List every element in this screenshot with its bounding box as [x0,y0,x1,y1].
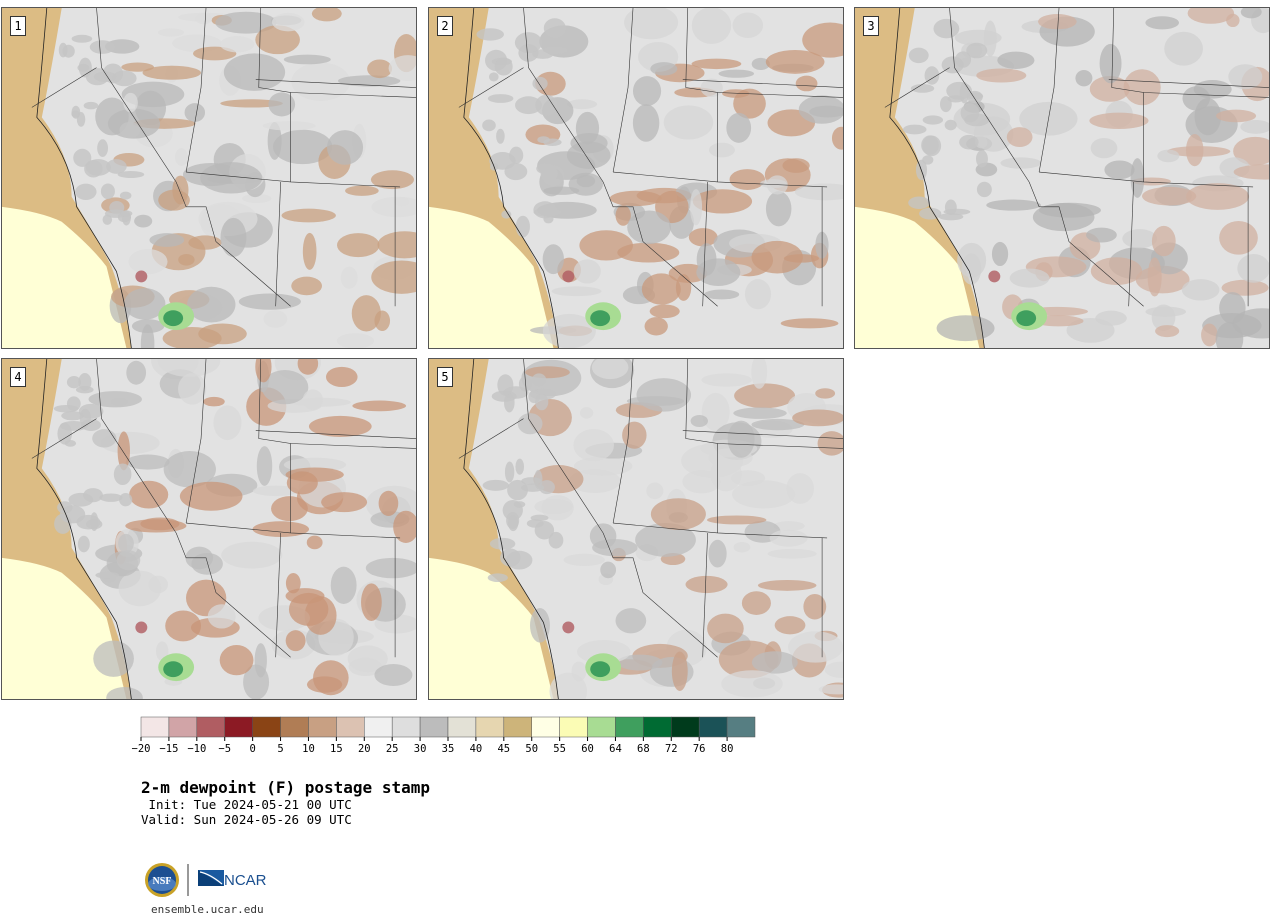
colorbar-tick-label: 64 [609,743,622,755]
colorbar-swatch [391,716,421,738]
colorbar-swatch [252,716,281,738]
logos: NSF NCAR [145,863,267,897]
ncar-logo-text: NCAR [224,872,267,889]
colorbar-tick-label: 80 [721,743,734,755]
dewpoint-colorbar: −20 −15 −10 −5 0 5 10 15 20 25 30 35 40 45 50 55 60 64 68 7… [132,716,756,755]
colorbar-swatch [615,716,644,738]
colorbar-tick-label: 72 [665,743,678,755]
stamp-panel-5: 5 [428,358,844,700]
colorbar-swatch [280,716,309,738]
colorbar-tick-label: 25 [386,743,399,755]
stamp-panel-2: 2 [428,7,844,349]
stamp-panel-4: 4 [1,358,417,700]
colorbar-swatch [531,716,560,738]
colorbar-swatch [168,716,198,738]
colorbar-swatch [364,716,393,738]
dewpoint-map-2 [429,8,843,348]
stamp-panel-3: 3 [854,7,1270,349]
map-title: 2-m dewpoint (F) postage stamp [141,778,430,797]
colorbar-tick-label: 5 [277,743,283,755]
colorbar-swatch [503,716,532,738]
panel-number-label: 1 [10,16,26,36]
website-url: ensemble.ucar.edu [151,903,264,916]
nsf-logo-text: NSF [153,876,172,887]
init-time: Init: Tue 2024-05-21 00 UTC [141,797,352,812]
dewpoint-map-1 [2,8,416,348]
colorbar-tick-label: 0 [249,743,255,755]
colorbar-tick-label: 40 [470,743,483,755]
panel-number-label: 2 [437,16,453,36]
colorbar-tick-label: −10 [187,743,206,755]
colorbar-swatch [475,716,505,738]
colorbar-swatch [447,716,477,738]
dewpoint-map-3 [855,8,1269,348]
stamp-panel-1: 1 [1,7,417,349]
colorbar-tick-label: 45 [497,743,510,755]
panel-number-label: 3 [863,16,879,36]
colorbar-tick-label: 76 [693,743,706,755]
colorbar-swatch [559,716,588,738]
colorbar-tick-label: 15 [330,743,343,755]
colorbar-tick-label: 30 [414,743,427,755]
colorbar-swatch [336,716,365,738]
colorbar-swatch [726,716,756,738]
colorbar-swatch [587,716,616,738]
nsf-logo-icon: NSF [145,863,179,897]
dewpoint-map-4 [2,359,416,699]
dewpoint-map-5 [429,359,843,699]
colorbar-swatch [196,716,225,738]
colorbar-tick-label: 50 [525,743,538,755]
colorbar-tick-label: 10 [302,743,315,755]
colorbar-tick-label: −20 [132,743,151,755]
colorbar-swatch [671,716,700,738]
colorbar-swatch [643,716,672,738]
panel-number-label: 5 [437,367,453,387]
colorbar-tick-label: −15 [159,743,178,755]
colorbar-swatch [419,716,449,738]
colorbar-tick-label: 68 [637,743,650,755]
colorbar-swatch [308,716,337,738]
colorbar-swatch [140,716,170,738]
colorbar-tick-label: 55 [553,743,566,755]
colorbar-swatch [698,716,728,738]
colorbar-swatch [224,716,253,738]
ncar-logo-icon: NCAR [198,870,267,889]
colorbar-tick-label: 35 [442,743,455,755]
panel-number-label: 4 [10,367,26,387]
colorbar-tick-label: 20 [358,743,371,755]
valid-time: Valid: Sun 2024-05-26 09 UTC [141,812,352,827]
colorbar-tick-label: −5 [218,743,231,755]
colorbar-tick-label: 60 [581,743,594,755]
